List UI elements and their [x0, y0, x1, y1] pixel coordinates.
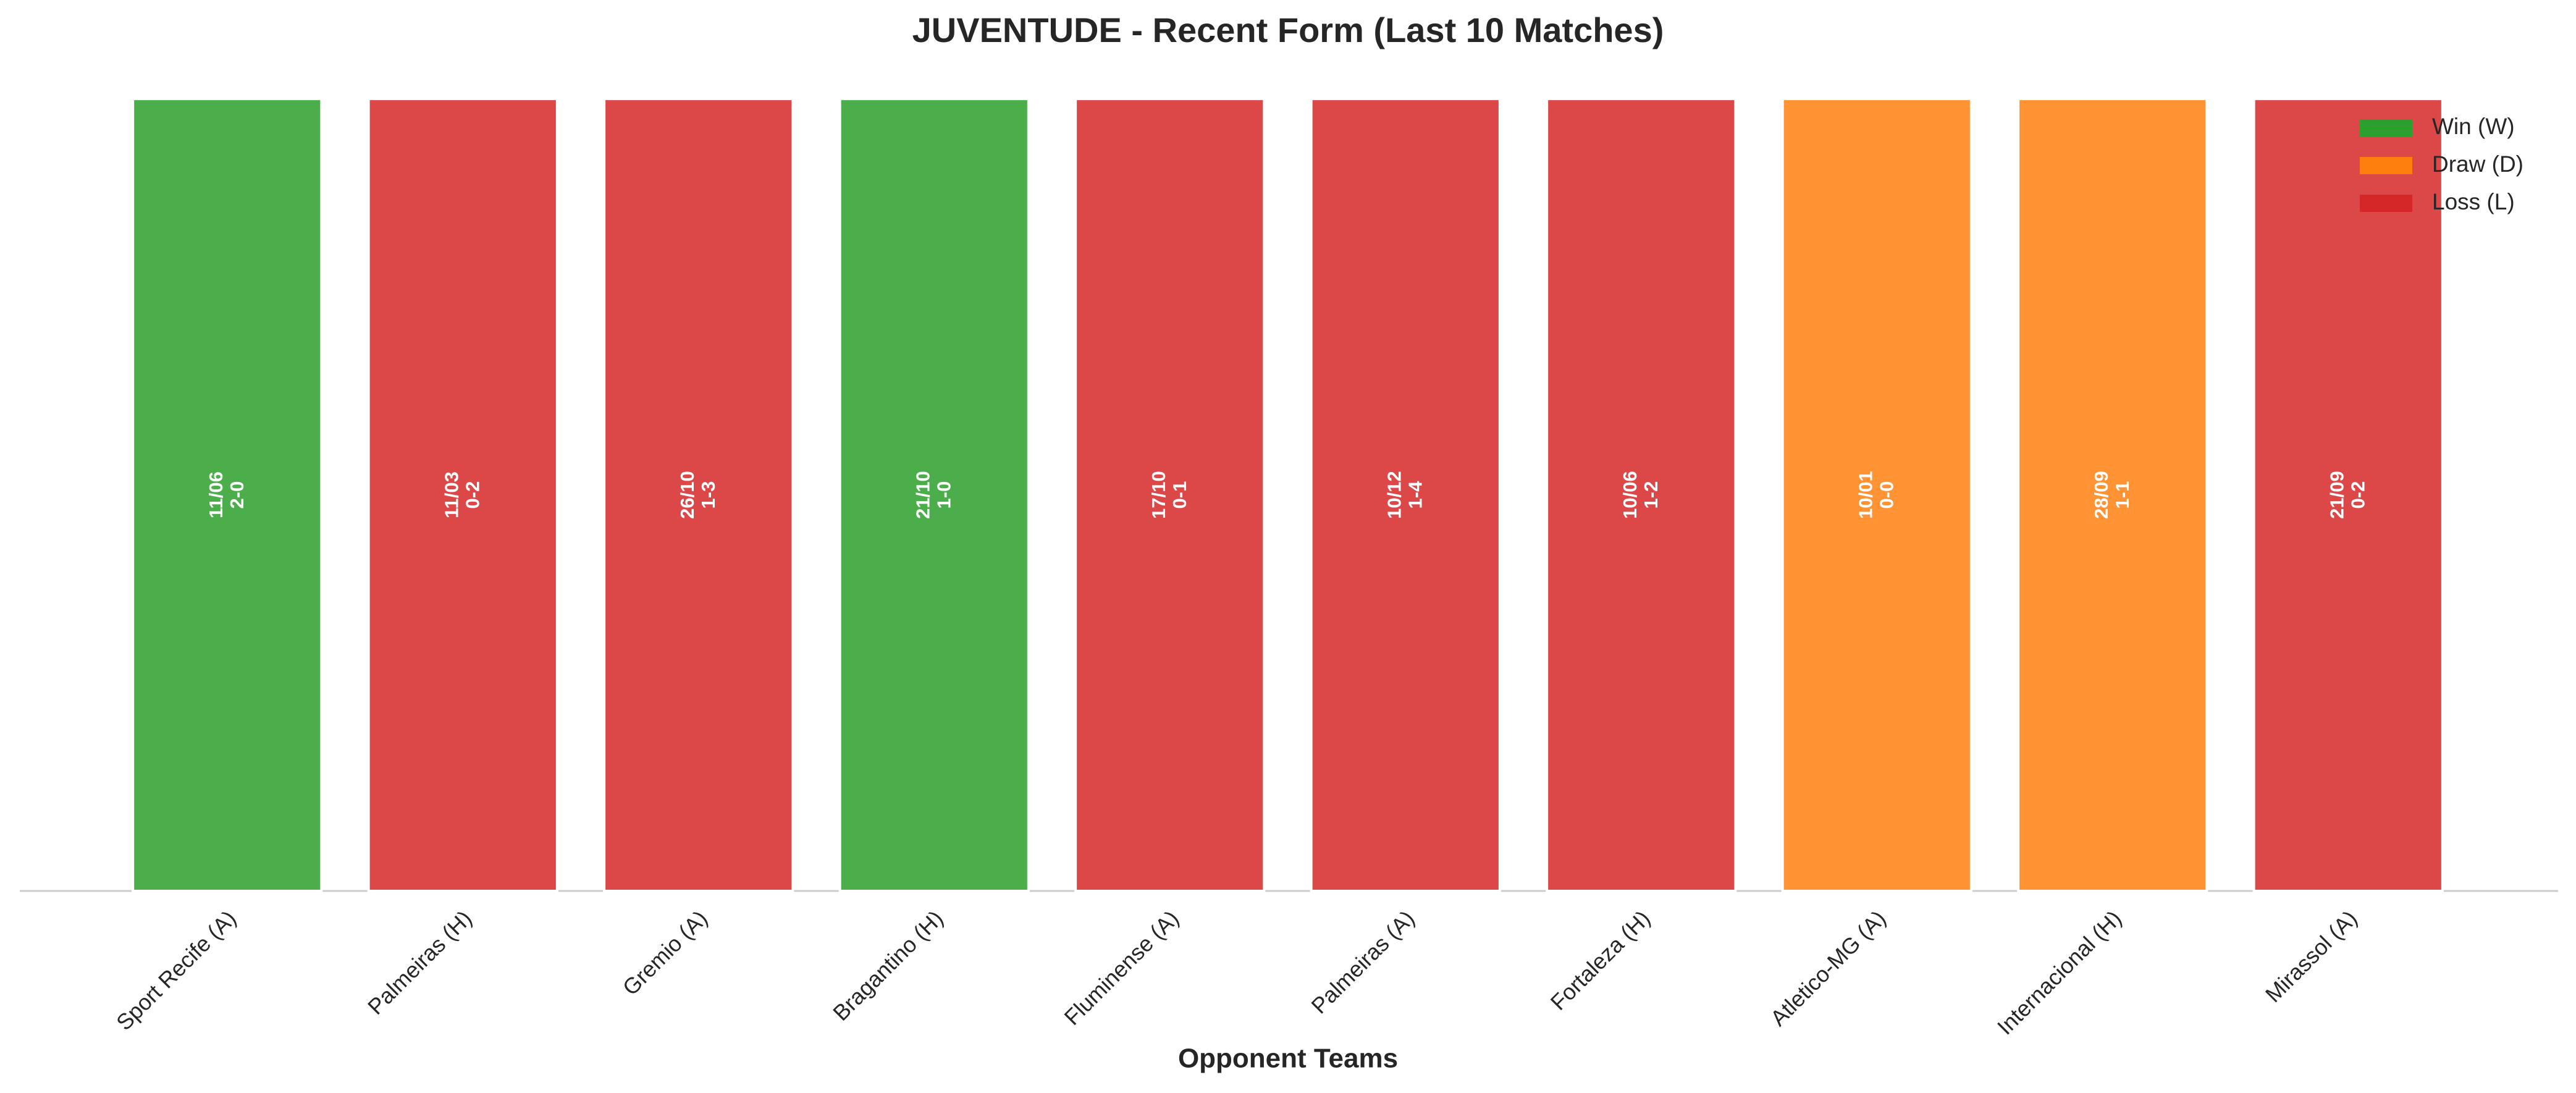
bar: [1074, 98, 1266, 893]
x-tick-label: Fortaleza (H): [1546, 905, 1656, 1015]
x-axis-title: Opponent Teams: [1178, 1044, 1398, 1074]
match-date: 28/09: [2090, 471, 2112, 519]
x-tick-label: Palmeiras (H): [363, 905, 477, 1019]
match-date: 10/12: [1383, 471, 1405, 519]
bar: [1310, 98, 1501, 893]
bar: [603, 98, 794, 893]
legend-label: Draw (D): [2432, 151, 2523, 177]
legend-label: Win (W): [2432, 114, 2515, 139]
bar-label: 21/10 1-0: [912, 471, 954, 519]
x-tick-label: Fluminense (A): [1059, 905, 1184, 1030]
legend-swatch: [2360, 119, 2412, 137]
match-score: 1-4: [1404, 481, 1426, 509]
match-score: 1-0: [933, 481, 954, 509]
legend-label: Loss (L): [2432, 189, 2515, 214]
bar-label: 11/03 0-2: [440, 471, 483, 518]
bar-label: 10/12 1-4: [1383, 471, 1426, 519]
match-date: 21/10: [912, 471, 933, 519]
match-date: 21/09: [2326, 471, 2347, 519]
x-tick-label: Atletico-MG (A): [1766, 905, 1891, 1031]
x-tick-label: Sport Recife (A): [111, 905, 241, 1035]
bar: [2017, 98, 2208, 893]
bar: [1546, 98, 1737, 893]
x-tick-label: Mirassol (A): [2260, 905, 2362, 1007]
match-score: 0-0: [1875, 481, 1897, 509]
match-date: 11/03: [440, 471, 462, 518]
match-score: 1-2: [1640, 481, 1662, 509]
match-score: 0-2: [461, 481, 483, 509]
match-date: 10/01: [1854, 471, 1876, 519]
chart-title: JUVENTUDE - Recent Form (Last 10 Matches…: [912, 11, 1664, 49]
legend-swatch: [2360, 157, 2412, 174]
match-score: 1-1: [2111, 481, 2133, 509]
bar-label: 10/06 1-2: [1619, 471, 1662, 519]
x-tick-label: Bragantino (H): [828, 905, 948, 1026]
match-score: 2-0: [226, 481, 248, 509]
match-score: 1-3: [697, 481, 719, 509]
bar-label: 21/09 0-2: [2326, 471, 2368, 519]
match-date: 26/10: [676, 471, 698, 519]
bar-label: 28/09 1-1: [2090, 471, 2133, 519]
bar: [1781, 98, 1972, 893]
bar-label: 17/10 0-1: [1148, 471, 1190, 519]
legend-swatch: [2360, 195, 2412, 212]
bar: [132, 98, 323, 893]
bar-label: 26/10 1-3: [676, 471, 719, 519]
bar-label: 11/06 2-0: [205, 471, 248, 518]
x-tick-label: Gremio (A): [618, 905, 712, 1000]
bar: [2252, 98, 2444, 893]
bar-label: 10/01 0-0: [1854, 471, 1897, 519]
match-date: 17/10: [1148, 471, 1169, 519]
x-tick-label: Internacional (H): [1992, 905, 2126, 1039]
match-score: 0-2: [2347, 481, 2368, 509]
match-date: 11/06: [205, 471, 227, 518]
match-date: 10/06: [1619, 471, 1641, 519]
x-tick-label: Palmeiras (A): [1306, 905, 1419, 1018]
bar: [367, 98, 558, 893]
match-score: 0-1: [1169, 481, 1190, 509]
bar: [838, 98, 1030, 893]
